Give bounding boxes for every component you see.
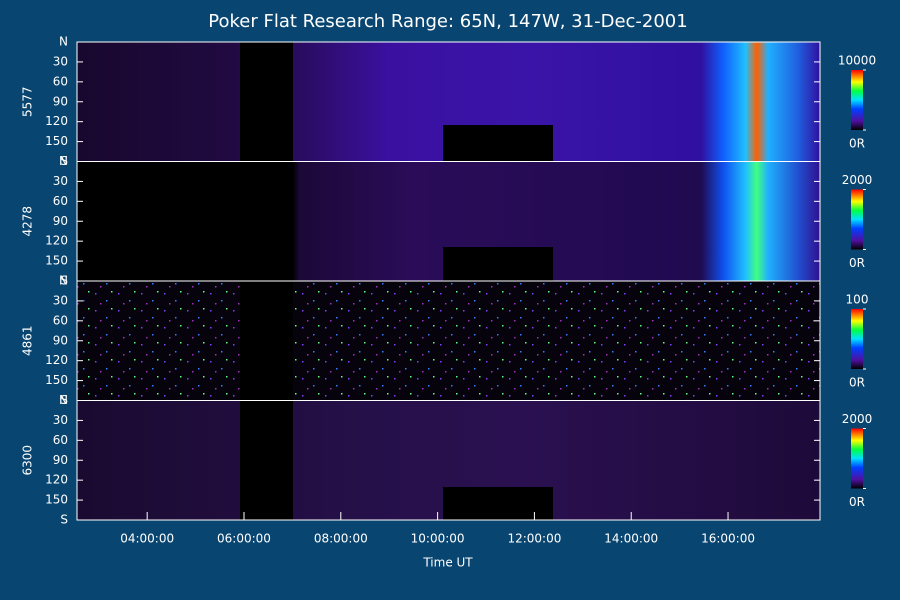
y-tick-label: 90 xyxy=(53,214,68,228)
colorbar-label: 2000 xyxy=(842,173,873,187)
x-tick-label: 10:00:00 xyxy=(411,532,465,546)
y-tick-label: 90 xyxy=(53,94,68,108)
y-tick-label: N xyxy=(59,393,68,407)
panel-label: 5577 xyxy=(21,86,35,117)
x-tick-label: 08:00:00 xyxy=(314,532,368,546)
colorbar-label: 2000 xyxy=(842,412,873,426)
y-tick-label: N xyxy=(59,35,68,49)
y-tick-label: N xyxy=(59,154,68,168)
x-axis-label: Time UT xyxy=(422,556,473,570)
colorbar-label: 100 xyxy=(846,293,869,307)
y-tick-label: S xyxy=(60,154,68,168)
y-tick-label: 150 xyxy=(45,373,68,387)
colorbar-label: 0R xyxy=(849,376,865,390)
y-tick-label: 120 xyxy=(45,234,68,248)
x-tick-label: 04:00:00 xyxy=(120,532,174,546)
y-tick-label: 150 xyxy=(45,493,68,507)
panel-label: 4278 xyxy=(21,206,35,237)
y-tick-label: S xyxy=(60,393,68,407)
y-tick-label: 60 xyxy=(53,194,68,208)
y-tick-label: 30 xyxy=(53,54,68,68)
y-tick-label: N xyxy=(59,274,68,288)
colorbar xyxy=(851,189,863,250)
chart-title: Poker Flat Research Range: 65N, 147W, 31… xyxy=(208,11,687,32)
colorbar-label: 0R xyxy=(849,495,865,509)
y-tick-label: 120 xyxy=(45,473,68,487)
y-tick-label: S xyxy=(60,513,68,527)
y-tick-label: 150 xyxy=(45,254,68,268)
colorbar xyxy=(851,70,863,130)
x-tick-label: 06:00:00 xyxy=(217,532,271,546)
y-tick-label: 90 xyxy=(53,453,68,467)
y-tick-label: 30 xyxy=(53,293,68,307)
keogram-images xyxy=(77,42,820,520)
colorbar xyxy=(851,428,863,489)
y-tick-label: 150 xyxy=(45,134,68,148)
y-tick-label: 120 xyxy=(45,353,68,367)
x-tick-label: 16:00:00 xyxy=(701,532,755,546)
y-tick-label: 30 xyxy=(53,174,68,188)
y-tick-label: 60 xyxy=(53,74,68,88)
y-tick-label: 90 xyxy=(53,333,68,347)
panel-label: 4861 xyxy=(21,325,35,356)
y-tick-label: 60 xyxy=(53,433,68,447)
y-tick-label: 30 xyxy=(53,413,68,427)
panel-label: 6300 xyxy=(21,445,35,476)
x-tick-label: 14:00:00 xyxy=(604,532,658,546)
colorbar-label: 0R xyxy=(849,137,865,151)
colorbar-label: 10000 xyxy=(838,54,876,68)
colorbar xyxy=(851,309,863,369)
y-tick-label: S xyxy=(60,274,68,288)
y-tick-label: 120 xyxy=(45,114,68,128)
y-tick-label: 60 xyxy=(53,313,68,327)
x-tick-label: 12:00:00 xyxy=(507,532,561,546)
colorbar-label: 0R xyxy=(849,256,865,270)
